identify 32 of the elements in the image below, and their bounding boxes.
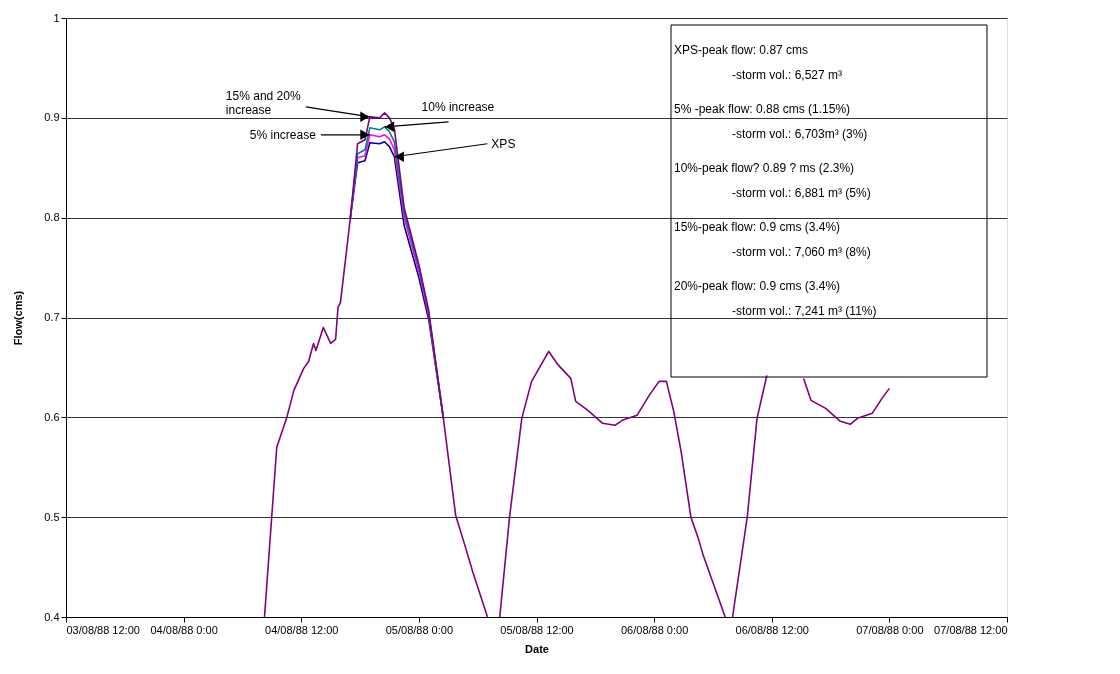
annotation: 10% increase [421, 99, 495, 114]
annotation: -storm vol.: 6,703m³ (3%) [732, 127, 868, 141]
y-tick-label: 0.7 [44, 311, 60, 323]
annotation: 5% -peak flow: 0.88 cms (1.15%) [674, 102, 851, 116]
annotation: 10%-peak flow? 0.89 ? ms (2.3%) [674, 161, 855, 175]
x-tick-label: 07/08/88 12:00 [934, 623, 1008, 636]
x-tick-label: 07/08/88 0:00 [856, 623, 924, 636]
annotation: -storm vol.: 7,060 m³ (8%) [732, 245, 871, 259]
y-tick-label: 0.6 [44, 410, 60, 423]
x-tick-label: 05/08/88 0:00 [385, 623, 454, 636]
x-tick-label: 03/08/88 12:00 [66, 623, 140, 636]
annotation: 15% and 20% increase [225, 88, 301, 117]
x-tick-label: 04/08/88 12:00 [265, 623, 339, 636]
x-tick-label: 06/08/88 0:00 [620, 623, 689, 636]
y-tick-label: 0.9 [44, 111, 60, 124]
annotation: -storm vol.: 6,527 m³ [732, 68, 843, 82]
y-tick-label: 0.8 [44, 211, 60, 224]
annotation: XPS-peak flow: 0.87 cms [674, 43, 809, 57]
y-tick-label: 0.5 [44, 510, 60, 523]
annotation: 20%-peak flow: 0.9 cms (3.4%) [674, 279, 841, 293]
x-tick-label: 05/08/88 12:00 [500, 623, 574, 636]
annotation: 15%-peak flow: 0.9 cms (3.4%) [674, 220, 841, 234]
y-tick-label: 0.4 [44, 610, 60, 623]
x-tick-label: 04/08/88 0:00 [150, 623, 218, 636]
annotation: XPS [491, 136, 516, 151]
annotation: -storm vol.: 6,881 m³ (5%) [732, 186, 871, 200]
x-axis-title: Date [525, 642, 549, 655]
annotation: -storm vol.: 7,241 m³ (11%) [732, 304, 877, 318]
annotation: 5% increase [249, 127, 317, 142]
x-tick-label: 06/08/88 12:00 [735, 623, 809, 636]
y-tick-label: 1 [53, 11, 60, 24]
y-axis-title: Flow(cms) [12, 290, 25, 346]
